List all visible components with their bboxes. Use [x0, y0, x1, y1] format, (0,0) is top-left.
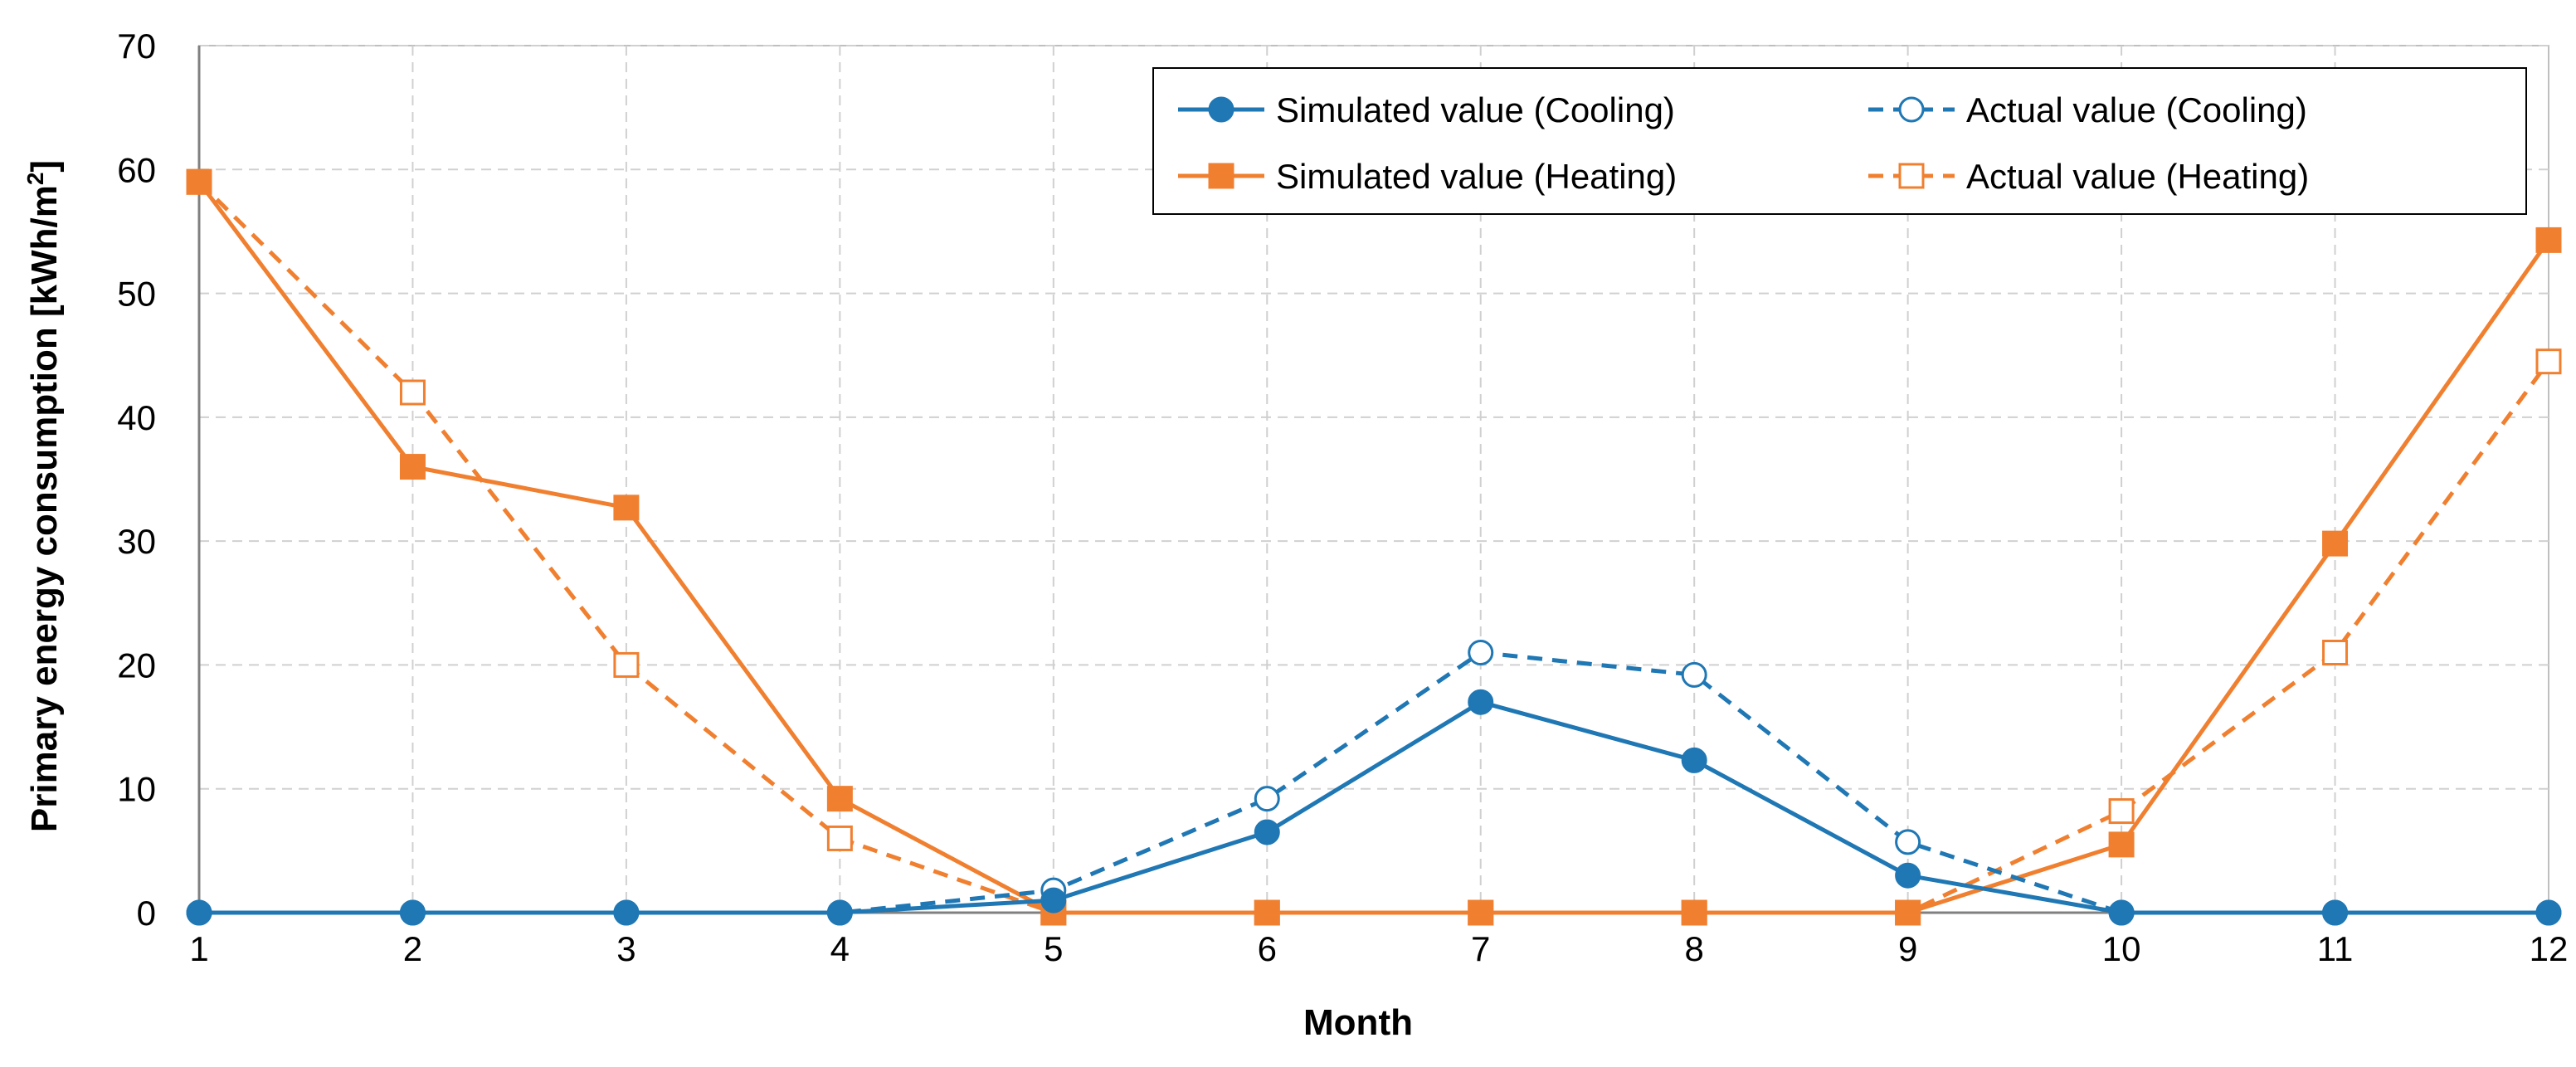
data-point [1681, 661, 1707, 688]
legend-item: Actual value (Cooling) [1868, 90, 2307, 129]
x-tick-label: 11 [2317, 929, 2354, 968]
x-tick-label: 7 [1471, 929, 1490, 968]
legend-item: Actual value (Heating) [1868, 157, 2309, 196]
data-point [1895, 899, 1921, 926]
data-point [1468, 689, 1494, 715]
data-point [2322, 530, 2349, 557]
data-point [2535, 348, 2562, 375]
data-point [1681, 899, 1707, 926]
data-point [1468, 640, 1494, 665]
legend-label: Actual value (Heating) [1966, 157, 2309, 196]
x-tick-label: 1 [189, 929, 208, 968]
x-tick-label: 4 [830, 929, 850, 968]
data-point [2322, 640, 2349, 665]
series-group [186, 168, 2562, 926]
x-tick-label: 5 [1044, 929, 1063, 968]
y-axis-title-end: ] [24, 160, 65, 173]
y-tick-label: 50 [117, 275, 156, 314]
data-point [1895, 862, 1921, 889]
y-tick-label: 60 [117, 150, 156, 189]
data-point [613, 651, 640, 678]
data-point [1254, 899, 1280, 926]
data-point [613, 495, 640, 521]
data-point [1468, 899, 1494, 926]
x-tick-label: 6 [1258, 929, 1277, 968]
data-point [2322, 899, 2349, 926]
legend-layer: Simulated value (Cooling) Actual value (C… [1152, 67, 2527, 215]
data-point [399, 379, 426, 406]
series-group [186, 689, 2562, 926]
y-tick-label: 40 [117, 398, 156, 437]
data-point [1254, 819, 1280, 845]
legend-label: Simulated value (Cooling) [1276, 90, 1675, 129]
y-tick-label: 20 [117, 646, 156, 685]
legend-label: Simulated value (Heating) [1276, 157, 1677, 196]
legend-marker [1898, 96, 1925, 123]
series-group [186, 168, 2562, 926]
x-tick-label: 3 [616, 929, 635, 968]
data-point [2108, 899, 2135, 926]
x-tick-label: 9 [1898, 929, 1917, 968]
data-point [186, 899, 212, 926]
y-axis-title-main: Primary energy consumption [kWh/m [24, 185, 65, 832]
series-line [199, 699, 2549, 915]
data-point [826, 786, 853, 812]
data-point [2535, 227, 2562, 253]
series-group [186, 640, 2562, 926]
y-axis-title: Primary energy consumption [kWh/m2] [22, 160, 65, 832]
x-tick-label: 2 [403, 929, 422, 968]
data-point [399, 899, 426, 926]
legend-item: Simulated value (Heating) [1178, 157, 1677, 196]
series-line [197, 180, 2551, 915]
x-axis-title: Month [1303, 1002, 1413, 1043]
series-layer [186, 168, 2562, 926]
data-point [2108, 831, 2135, 858]
y-tick-label: 30 [117, 522, 156, 561]
data-point [399, 454, 426, 480]
data-point [2108, 798, 2135, 825]
y-tick-label: 70 [117, 27, 156, 66]
series-line [199, 650, 2549, 915]
legend-box [1152, 67, 2527, 215]
legend-label: Actual value (Cooling) [1966, 90, 2307, 129]
x-tick-label: 12 [2530, 929, 2569, 968]
y-axis-title-superscript: 2 [22, 173, 48, 186]
y-tick-label: 10 [117, 770, 156, 809]
data-point [1254, 786, 1280, 812]
series-line [197, 180, 2551, 915]
legend-marker [1898, 163, 1925, 189]
legend-item: Simulated value (Cooling) [1178, 90, 1675, 129]
x-tick-label: 8 [1685, 929, 1704, 968]
data-point [1681, 747, 1707, 773]
x-tick-label: 10 [2102, 929, 2141, 968]
legend-marker [1208, 96, 1234, 123]
data-point [1895, 829, 1921, 855]
legend-marker [1208, 163, 1234, 189]
data-point [2535, 899, 2562, 926]
data-point [826, 825, 853, 851]
y-tick-label: 0 [137, 894, 156, 933]
data-point [613, 899, 640, 926]
data-point [1040, 887, 1067, 914]
data-point [186, 168, 212, 195]
data-point [826, 899, 853, 926]
